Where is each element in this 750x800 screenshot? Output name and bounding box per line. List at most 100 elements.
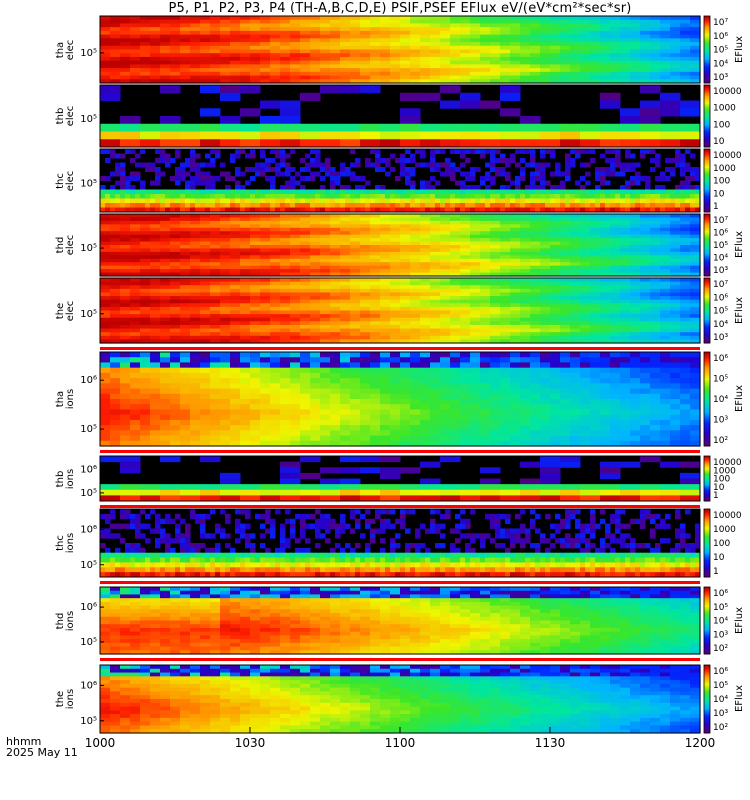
heatmap-cell	[160, 45, 171, 51]
heatmap-cell	[460, 285, 471, 290]
heatmap-cell	[160, 255, 171, 260]
heatmap-cell	[190, 64, 201, 69]
heatmap-cell	[450, 38, 461, 43]
heatmap-cell	[600, 180, 606, 186]
heatmap-cell	[240, 328, 251, 333]
heatmap-cell	[325, 194, 331, 199]
heatmap-cell	[650, 27, 661, 32]
heatmap-cell	[400, 335, 411, 340]
heatmap-cell	[330, 203, 336, 208]
heatmap-cell	[185, 207, 191, 213]
heatmap-cell	[155, 198, 161, 204]
heatmap-cell	[570, 38, 581, 43]
heatmap-cell	[260, 30, 271, 36]
heatmap-cell	[150, 19, 161, 25]
heatmap-cell	[690, 238, 701, 243]
heatmap-cell	[230, 38, 241, 43]
heatmap-cell	[480, 245, 491, 250]
heatmap-cell	[160, 56, 171, 62]
heatmap-cell	[490, 214, 501, 219]
heatmap-cell	[230, 248, 241, 253]
heatmap-cell	[410, 185, 416, 190]
heatmap-cell	[150, 440, 161, 447]
heatmap-cell	[550, 272, 561, 277]
heatmap-cell	[570, 306, 581, 312]
heatmap-cell	[100, 75, 111, 80]
heatmap-cell	[660, 131, 681, 140]
colorbar-step	[704, 210, 710, 213]
heatmap-cell	[470, 245, 481, 250]
heatmap-cell	[250, 258, 261, 263]
heatmap-cell	[600, 92, 621, 101]
heatmap-cell	[145, 189, 151, 195]
heatmap-cell	[460, 34, 471, 39]
heatmap-cell	[670, 75, 681, 80]
colorbar-step	[704, 152, 710, 155]
colorbar-step	[704, 272, 710, 275]
heatmap-cell	[220, 231, 231, 236]
heatmap-cell	[150, 38, 161, 43]
heatmap-cell	[340, 317, 351, 322]
heatmap-cell	[120, 378, 131, 384]
heatmap-cell	[510, 53, 521, 58]
heatmap-cell	[440, 56, 451, 62]
heatmap-cell	[620, 317, 631, 322]
heatmap-cell	[200, 388, 211, 395]
heatmap-cell	[100, 248, 111, 253]
heatmap-cell	[390, 49, 401, 54]
heatmap-cell	[310, 27, 321, 32]
heatmap-cell	[240, 214, 251, 219]
heatmap-cell	[480, 53, 491, 58]
heatmap-cell	[180, 372, 191, 379]
heatmap-cell	[290, 317, 301, 322]
heatmap-cell	[200, 60, 211, 65]
heatmap-cell	[500, 227, 511, 232]
heatmap-cell	[570, 217, 581, 222]
heatmap-cell	[485, 171, 491, 177]
heatmap-cell	[580, 227, 591, 232]
heatmap-cell	[690, 220, 701, 225]
heatmap-cell	[485, 207, 491, 213]
heatmap-cell	[140, 332, 151, 337]
heatmap-cell	[550, 265, 561, 270]
heatmap-cell	[560, 45, 571, 51]
heatmap-cell	[430, 38, 441, 43]
heatmap-cell	[390, 207, 396, 213]
heatmap-cell	[680, 214, 691, 219]
heatmap-cell	[240, 27, 251, 32]
heatmap-cell	[380, 321, 391, 326]
heatmap-cell	[670, 68, 681, 73]
heatmap-cell	[620, 185, 626, 190]
heatmap-cell	[380, 79, 391, 84]
heatmap-cell	[690, 75, 701, 80]
heatmap-cell	[250, 53, 261, 58]
heatmap-cell	[310, 71, 321, 77]
heatmap-cell	[540, 19, 551, 25]
heatmap-cell	[490, 296, 501, 301]
heatmap-cell	[350, 332, 361, 337]
heatmap-cell	[140, 258, 151, 263]
heatmap-cell	[440, 53, 451, 58]
colorbar-step	[704, 268, 710, 271]
heatmap-cell	[260, 100, 281, 109]
heatmap-cell	[550, 251, 561, 256]
heatmap-cell	[130, 68, 141, 73]
heatmap-cell	[490, 269, 501, 274]
heatmap-cell	[200, 217, 211, 222]
heatmap-cell	[295, 189, 301, 195]
heatmap-cell	[680, 203, 686, 208]
heatmap-cell	[180, 269, 191, 274]
heatmap-cell	[570, 234, 581, 239]
heatmap-cell	[500, 85, 521, 94]
heatmap-cell	[450, 149, 456, 154]
heatmap-cell	[390, 231, 401, 236]
heatmap-cell	[180, 56, 191, 62]
heatmap-cell	[290, 227, 301, 232]
heatmap-cell	[400, 299, 411, 304]
heatmap-cell	[470, 60, 481, 65]
heatmap-cell	[270, 167, 276, 172]
heatmap-cell	[230, 16, 241, 21]
heatmap-cell	[290, 19, 301, 25]
heatmap-cell	[160, 171, 166, 177]
y-tick-label: 10⁵	[80, 243, 97, 254]
